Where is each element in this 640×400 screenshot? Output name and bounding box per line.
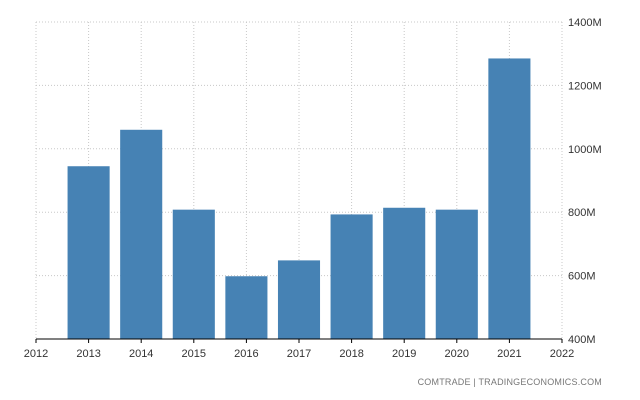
y-tick-label: 800M <box>568 207 596 219</box>
x-tick-label: 2014 <box>129 348 153 360</box>
x-tick-label: 2017 <box>287 348 311 360</box>
y-tick-label: 1400M <box>568 17 602 29</box>
y-tick-label: 400M <box>568 334 596 346</box>
x-tick-label: 2020 <box>445 348 469 360</box>
bar-2021 <box>488 58 531 340</box>
x-tick-label: 2015 <box>182 348 206 360</box>
y-tick-label: 1200M <box>568 80 602 92</box>
x-tick-label: 2019 <box>392 348 416 360</box>
x-tick-label: 2013 <box>76 348 100 360</box>
bar-2017 <box>277 260 321 339</box>
y-tick-label: 600M <box>568 271 596 283</box>
x-tick-label: 2018 <box>339 348 363 360</box>
bar-2014 <box>120 129 163 339</box>
x-tick-label: 2022 <box>550 348 574 360</box>
bar-2018 <box>330 214 373 339</box>
x-tick-label: 2016 <box>234 348 258 360</box>
bar-2013 <box>67 166 110 339</box>
bar-2020 <box>435 209 478 339</box>
bars <box>67 58 531 340</box>
bar-2015 <box>172 209 215 339</box>
y-tick-label: 1000M <box>568 144 602 156</box>
x-tick-label: 2012 <box>24 348 48 360</box>
bar-2016 <box>225 276 268 339</box>
bar-2019 <box>383 207 426 339</box>
x-tick-label: 2021 <box>497 348 521 360</box>
source-credit: COMTRADE | TRADINGECONOMICS.COM <box>417 377 602 387</box>
axes: 2012 2013 2014 2015 2016 2017 2018 2019 2020 2021… <box>24 17 602 360</box>
